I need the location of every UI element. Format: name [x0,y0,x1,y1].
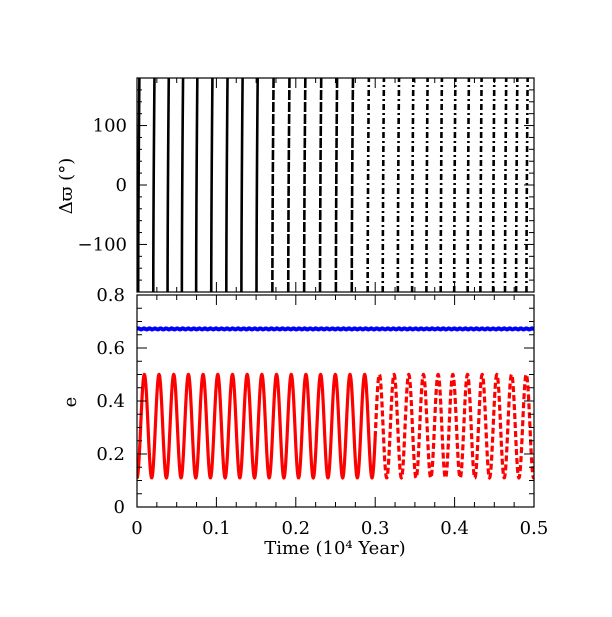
top-y-tick-label: −100 [78,234,127,255]
top-y-tick-label: 100 [93,116,127,137]
bottom-y-axis-label: e [60,397,81,408]
red-series-line-dashed [373,372,534,480]
top-series-segment [209,78,214,292]
top-series-segment [302,78,307,292]
top-series-segment [240,78,244,292]
top-series-segment [255,78,259,292]
top-series-segment [503,78,508,292]
bottom-ticks [136,294,535,508]
top-series-segment [334,78,339,292]
top-series-segment [381,78,386,292]
bottom-panel: 0 0.2 0.4 0.6 0.8 0 0.1 0.2 0.3 0.4 0.5 e Time (10… [60,285,548,559]
top-series-segment [225,78,229,292]
x-tick-label: 0.3 [361,518,390,539]
x-tick-label: 0.4 [440,518,469,539]
bottom-y-tick-label: 0.6 [96,338,125,359]
top-series-segment [286,78,291,292]
x-tick-label: 0.5 [520,518,549,539]
top-series-segment [410,78,415,292]
top-panel: 100 0 −100 Δϖ (°) [56,77,535,293]
top-y-axis-label: Δϖ (°) [56,158,77,214]
top-series-segment [271,78,275,292]
top-y-tick-label: 0 [116,175,127,196]
bottom-y-tick-label: 0.2 [96,444,125,465]
top-series-segment [452,78,457,292]
top-series-segment [194,78,199,292]
x-axis-label: Time (10⁴ Year) [264,538,405,559]
bottom-y-tick-label: 0.4 [96,391,125,412]
top-series-segment [166,78,171,292]
top-series-segment [151,78,156,292]
top-series-segment [479,78,483,292]
top-series-segment [180,78,185,292]
bottom-tick-labels: 0 0.2 0.4 0.6 0.8 0 0.1 0.2 0.3 0.4 0.5 [96,285,548,539]
top-series-segment [318,78,323,292]
top-series-segment [514,78,519,292]
bottom-data-layer [137,326,534,480]
top-data-layer [137,78,529,292]
top-series-segment [425,78,429,292]
bottom-y-tick-label: 0.8 [96,285,125,306]
top-series-segment [350,78,355,292]
top-series-segment [491,78,496,292]
top-series-segment [439,78,444,292]
top-ticks [136,77,535,293]
blue-series-line [137,326,534,332]
top-tick-labels: 100 0 −100 [78,116,127,256]
red-series-line [137,372,377,480]
top-series-segment [466,78,471,292]
top-series-segment [366,78,371,292]
top-series-segment [396,78,401,292]
x-tick-label: 0 [131,518,142,539]
x-tick-label: 0.2 [281,518,310,539]
x-tick-label: 0.1 [202,518,231,539]
bottom-y-tick-label: 0 [114,497,125,518]
